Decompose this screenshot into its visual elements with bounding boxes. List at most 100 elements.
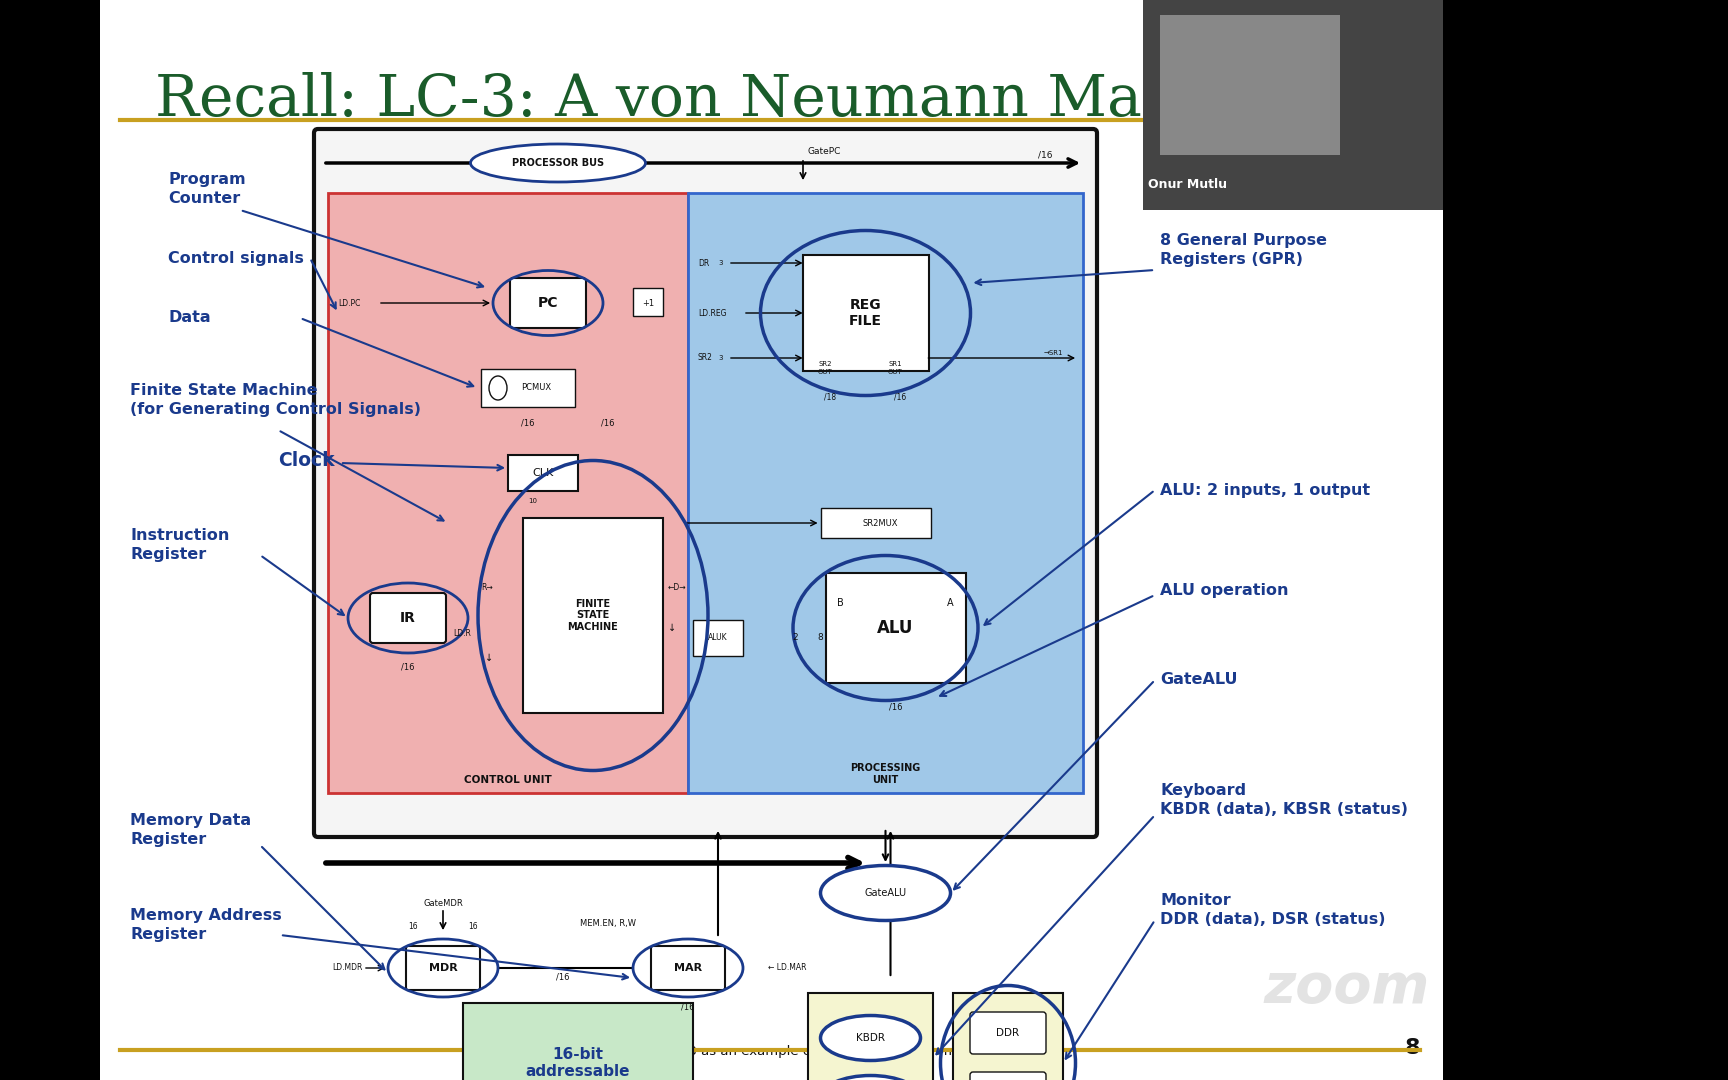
Text: /16: /16 (895, 393, 907, 402)
Text: SR2: SR2 (698, 353, 714, 363)
Bar (0, 0, 100, 1080)
Text: SR2
OUT: SR2 OUT (817, 362, 833, 375)
Text: Figure 4.3    The LC-3 as an example of the von Neumann model: Figure 4.3 The LC-3 as an example of the… (555, 1045, 985, 1058)
Text: A: A (947, 598, 954, 608)
Text: LD.R: LD.R (453, 629, 470, 637)
Text: FINITE
STATE
MACHINE: FINITE STATE MACHINE (567, 599, 619, 632)
Text: 8 General Purpose
Registers (GPR): 8 General Purpose Registers (GPR) (1159, 233, 1327, 267)
FancyBboxPatch shape (370, 593, 446, 643)
Ellipse shape (470, 144, 646, 183)
Text: zoom: zoom (1263, 961, 1431, 1015)
Bar (809, 993, 933, 1080)
FancyBboxPatch shape (969, 1072, 1045, 1080)
Text: ↓: ↓ (669, 623, 676, 633)
Bar (632, 288, 664, 316)
Text: /16: /16 (681, 1003, 695, 1012)
Text: Monitor
DDR (data), DSR (status): Monitor DDR (data), DSR (status) (1159, 893, 1386, 927)
Bar (524, 518, 664, 713)
Text: LD.PC: LD.PC (339, 298, 361, 308)
Bar (463, 1003, 693, 1080)
FancyBboxPatch shape (480, 369, 575, 407)
Text: /16: /16 (1039, 151, 1052, 160)
Text: CLK: CLK (532, 468, 553, 478)
Text: 10: 10 (529, 498, 537, 504)
Ellipse shape (821, 865, 950, 920)
Ellipse shape (821, 1015, 921, 1061)
Text: ALUK: ALUK (708, 634, 727, 643)
Text: Memory Address
Register: Memory Address Register (130, 908, 282, 942)
Text: 8: 8 (817, 634, 823, 643)
Text: ALU operation: ALU operation (1159, 582, 1289, 597)
Text: Control signals: Control signals (168, 251, 304, 266)
Text: B: B (836, 598, 843, 608)
FancyBboxPatch shape (510, 278, 586, 328)
Text: /16: /16 (556, 973, 570, 982)
Text: /16: /16 (522, 418, 534, 427)
Text: DR: DR (698, 258, 708, 268)
FancyBboxPatch shape (406, 946, 480, 990)
Text: GateALU: GateALU (864, 888, 907, 897)
Text: LD.MDR: LD.MDR (332, 963, 363, 972)
Text: IR: IR (401, 611, 416, 625)
Text: REG
FILE: REG FILE (848, 298, 881, 328)
Text: Clock: Clock (278, 450, 335, 470)
Text: PROCESSOR BUS: PROCESSOR BUS (511, 158, 605, 168)
FancyBboxPatch shape (802, 255, 928, 372)
Text: SR1
OUT: SR1 OUT (888, 362, 902, 375)
Text: ←D→: ←D→ (669, 583, 686, 593)
Ellipse shape (489, 376, 506, 400)
FancyBboxPatch shape (969, 1012, 1045, 1054)
Text: Program
Counter: Program Counter (168, 172, 245, 205)
Text: 3: 3 (719, 260, 722, 266)
Text: Finite State Machine
(for Generating Control Signals): Finite State Machine (for Generating Con… (130, 383, 422, 417)
Text: MAR: MAR (674, 963, 702, 973)
Text: ALU: 2 inputs, 1 output: ALU: 2 inputs, 1 output (1159, 483, 1370, 498)
Bar (508, 455, 577, 491)
Text: 16: 16 (408, 922, 418, 931)
Text: Onur Mutlu: Onur Mutlu (1147, 178, 1227, 191)
Text: 16: 16 (468, 922, 479, 931)
Text: DDR: DDR (997, 1028, 1020, 1038)
Text: MEM.EN, R,W: MEM.EN, R,W (581, 919, 636, 928)
Text: GateALU: GateALU (1159, 673, 1237, 688)
FancyBboxPatch shape (314, 129, 1097, 837)
Text: PC: PC (537, 296, 558, 310)
Bar (1159, 15, 1339, 156)
Text: /18: /18 (824, 393, 836, 402)
Text: 16-bit
addressable: 16-bit addressable (525, 1047, 631, 1079)
Bar (826, 573, 966, 683)
Text: +1: +1 (641, 298, 655, 308)
Ellipse shape (821, 1076, 921, 1080)
FancyBboxPatch shape (651, 946, 726, 990)
Text: Recall: LC-3: A von Neumann Machine: Recall: LC-3: A von Neumann Machine (156, 72, 1303, 129)
Bar (954, 993, 1063, 1080)
Text: →SR1: →SR1 (1044, 350, 1063, 356)
Bar (821, 508, 930, 538)
Text: Data: Data (168, 311, 211, 325)
Text: SR2MUX: SR2MUX (862, 518, 899, 527)
Bar (328, 193, 688, 793)
Text: LD.REG: LD.REG (698, 309, 726, 318)
Text: MDR: MDR (429, 963, 458, 973)
Bar (693, 620, 743, 656)
Text: GateMDR: GateMDR (423, 899, 463, 908)
Text: 8: 8 (1405, 1038, 1420, 1058)
Text: PROCESSING
UNIT: PROCESSING UNIT (850, 764, 921, 785)
Bar (100, 0, 1443, 1080)
Text: ↓: ↓ (486, 653, 492, 663)
Text: R→: R→ (482, 583, 492, 593)
Text: Memory Data
Register: Memory Data Register (130, 813, 251, 847)
Text: ALU: ALU (878, 619, 914, 637)
Text: 2: 2 (793, 634, 798, 643)
Text: /16: /16 (601, 418, 615, 427)
Bar (1443, 0, 1728, 1080)
Text: Instruction
Register: Instruction Register (130, 528, 230, 562)
Text: CONTROL UNIT: CONTROL UNIT (465, 775, 551, 785)
Text: 3: 3 (719, 355, 722, 361)
Bar (688, 193, 1083, 793)
Bar (1142, 0, 1443, 210)
Text: KBDR: KBDR (855, 1032, 885, 1043)
Text: Keyboard
KBDR (data), KBSR (status): Keyboard KBDR (data), KBSR (status) (1159, 783, 1408, 816)
Text: /16: /16 (401, 663, 415, 672)
Text: ← LD.MAR: ← LD.MAR (767, 963, 807, 972)
